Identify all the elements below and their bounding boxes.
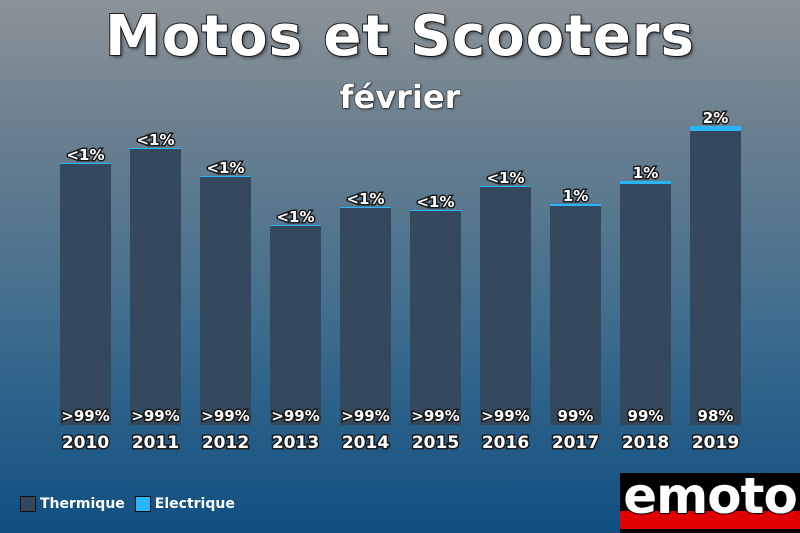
chart-title: Motos et Scooters <box>104 3 695 70</box>
data-label-thermique-2015: >99% <box>411 407 459 425</box>
bar-thermique-2019 <box>690 131 741 425</box>
data-label-thermique-2012: >99% <box>201 407 249 425</box>
data-label-electrique-2013: <1% <box>276 208 314 226</box>
x-tick-label-2011: 2011 <box>132 433 179 453</box>
data-label-electrique-2015: <1% <box>416 193 454 211</box>
bar-electrique-2013 <box>270 225 321 226</box>
x-tick-label-2013: 2013 <box>272 433 319 453</box>
data-label-electrique-2017: 1% <box>563 187 588 205</box>
bar-thermique-2012 <box>200 177 251 425</box>
legend-label-thermique: Thermique <box>40 496 125 512</box>
x-tick-label-2014: 2014 <box>342 433 389 453</box>
legend-item-electrique: Electrique <box>134 496 235 512</box>
bar-electrique-2010 <box>60 163 111 164</box>
legend: Thermique Electrique <box>20 496 235 512</box>
logo-text: emoto <box>622 466 799 526</box>
data-label-thermique-2013: >99% <box>271 407 319 425</box>
logo-red-band <box>620 511 800 529</box>
bar-thermique-2010 <box>60 164 111 425</box>
data-label-thermique-2014: >99% <box>341 407 389 425</box>
x-tick-label-2017: 2017 <box>552 433 599 453</box>
chart-subtitle: février <box>339 78 461 117</box>
x-tick-label-2012: 2012 <box>202 433 249 453</box>
data-label-electrique-2011: <1% <box>136 131 174 149</box>
bar-thermique-2017 <box>550 206 601 425</box>
bar-thermique-2011 <box>130 149 181 425</box>
data-label-electrique-2010: <1% <box>66 146 104 164</box>
legend-swatch-thermique <box>20 496 36 512</box>
bar-thermique-2014 <box>340 208 391 425</box>
data-label-thermique-2017: 99% <box>558 407 594 425</box>
data-label-thermique-2010: >99% <box>61 407 109 425</box>
x-tick-label-2016: 2016 <box>482 433 529 453</box>
bar-thermique-2015 <box>410 211 461 425</box>
x-tick-label-2019: 2019 <box>692 433 739 453</box>
bar-electrique-2015 <box>410 210 461 211</box>
data-label-thermique-2019: 98% <box>698 407 734 425</box>
data-label-electrique-2012: <1% <box>206 159 244 177</box>
bar-electrique-2019 <box>690 126 741 131</box>
bar-thermique-2013 <box>270 226 321 425</box>
x-tick-label-2015: 2015 <box>412 433 459 453</box>
bar-electrique-2016 <box>480 186 531 187</box>
data-label-thermique-2018: 99% <box>628 407 664 425</box>
emoto-logo[interactable]: emoto <box>620 466 800 533</box>
bar-electrique-2017 <box>550 204 601 206</box>
bar-electrique-2012 <box>200 176 251 177</box>
bar-electrique-2018 <box>620 181 671 184</box>
data-label-electrique-2018: 1% <box>633 164 658 182</box>
legend-item-thermique: Thermique <box>20 496 125 512</box>
data-label-electrique-2014: <1% <box>346 190 384 208</box>
data-label-electrique-2019: 2% <box>703 109 728 127</box>
bar-thermique-2016 <box>480 187 531 425</box>
legend-swatch-electrique <box>134 496 151 512</box>
bar-thermique-2018 <box>620 184 671 425</box>
x-tick-label-2010: 2010 <box>62 433 109 453</box>
bar-electrique-2014 <box>340 207 391 208</box>
bar-electrique-2011 <box>130 148 181 149</box>
legend-label-electrique: Electrique <box>154 496 235 512</box>
x-tick-label-2018: 2018 <box>622 433 669 453</box>
data-label-thermique-2016: >99% <box>481 407 529 425</box>
data-label-thermique-2011: >99% <box>131 407 179 425</box>
data-label-electrique-2016: <1% <box>486 169 524 187</box>
